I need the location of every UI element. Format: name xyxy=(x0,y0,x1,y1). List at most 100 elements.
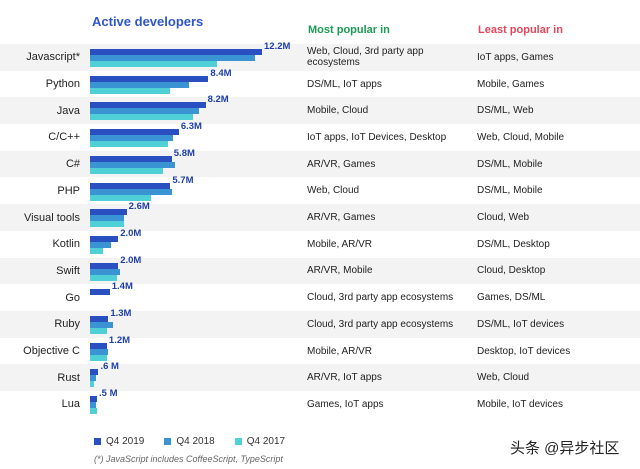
bar xyxy=(90,141,168,148)
category-label: PHP xyxy=(57,184,80,197)
chart-row: Visual tools 2.6M AR/VR, Games Cloud, Web xyxy=(0,201,640,231)
chart-row: Kotlin 2.0M Mobile, AR/VR DS/ML, Desktop xyxy=(0,227,640,258)
value-label: 8.4M xyxy=(210,67,232,79)
least-popular-header: Least popular in xyxy=(478,24,563,36)
most-popular-cell: IoT apps, IoT Devices, Desktop xyxy=(307,131,447,143)
bar xyxy=(90,75,209,82)
category-label: Kotlin xyxy=(52,238,80,251)
most-popular-cell: AR/VR, IoT apps xyxy=(307,372,382,384)
bar xyxy=(90,87,171,94)
category-label: Objective C xyxy=(23,345,80,358)
value-label: 5.7M xyxy=(172,174,194,186)
chart-row: Ruby 1.3M Cloud, 3rd party app ecosystems D… xyxy=(0,308,640,338)
least-popular-cell: DS/ML, Desktop xyxy=(477,238,550,250)
value-label: .6 M xyxy=(100,361,119,373)
bar xyxy=(90,155,172,162)
most-popular-header: Most popular in xyxy=(308,24,390,36)
bar xyxy=(90,129,179,136)
bar xyxy=(90,102,206,109)
value-label: 12.2M xyxy=(264,41,291,52)
bar xyxy=(90,215,124,222)
legend-swatch xyxy=(164,438,172,445)
legend-item: Q4 2018 xyxy=(164,436,215,447)
chart-row: Python 8.4M DS/ML, IoT apps Mobile, Games xyxy=(0,67,640,98)
legend-label: Q4 2017 xyxy=(246,436,286,447)
watermark: 头条 @异步社区 xyxy=(510,440,620,457)
least-popular-cell: DS/ML, IoT devices xyxy=(477,318,565,330)
least-popular-cell: Web, Cloud xyxy=(477,372,530,384)
least-popular-cell: DS/ML, Web xyxy=(477,105,534,117)
legend-label: Q4 2019 xyxy=(106,436,145,447)
legend-swatch xyxy=(234,438,242,445)
bar xyxy=(90,188,172,195)
chart-row: Rust .6 M AR/VR, IoT apps Web, Cloud xyxy=(0,361,640,392)
value-label: 6.3M xyxy=(180,121,202,133)
most-popular-cell: Mobile, Cloud xyxy=(307,105,369,117)
most-popular-cell: AR/VR, Games xyxy=(307,212,376,224)
bar xyxy=(90,161,175,168)
least-popular-cell: Web, Cloud, Mobile xyxy=(477,131,565,143)
footnote: (*) JavaScript includes CoffeeScript, Ty… xyxy=(94,454,283,464)
category-label: Ruby xyxy=(54,318,80,331)
bar xyxy=(90,61,217,67)
bar xyxy=(90,369,99,376)
bar xyxy=(90,289,110,296)
bar xyxy=(90,354,107,361)
chart-row: Objective C 1.2M Mobile, AR/VR Desktop, IoT… xyxy=(0,334,640,365)
value-label: 1.2M xyxy=(108,334,131,346)
most-popular-cell: Web, Cloud, 3rd party app ecosystems xyxy=(307,46,424,69)
bar xyxy=(90,262,119,269)
bar xyxy=(90,55,255,61)
category-label: Javascript* xyxy=(26,51,80,64)
chart-row: Java 8.2M Mobile, Cloud DS/ML, Web xyxy=(0,94,640,125)
bar xyxy=(90,167,164,174)
category-label: C# xyxy=(65,158,80,171)
chart-row: C/C++ 6.3M IoT apps, IoT Devices, Desktop W… xyxy=(0,121,640,151)
bar xyxy=(90,114,193,121)
bar xyxy=(90,328,107,334)
bar xyxy=(90,316,109,322)
category-label: Java xyxy=(56,104,80,117)
bar xyxy=(90,241,112,248)
bar xyxy=(90,322,113,328)
chart-row: Swift 2.0M AR/VR, Mobile Cloud, Desktop xyxy=(0,255,640,285)
chart-row: PHP 5.7M Web, Cloud DS/ML, Mobile xyxy=(0,174,640,205)
most-popular-cell: Games, IoT apps xyxy=(307,398,384,410)
bar xyxy=(90,348,109,355)
chart-title: Active developers xyxy=(92,14,204,29)
legend: Q4 2019 Q4 2018 Q4 2017 xyxy=(94,436,285,447)
category-label: Python xyxy=(45,78,80,91)
bar xyxy=(90,268,120,275)
least-popular-cell: Mobile, Games xyxy=(477,78,545,90)
most-popular-cell: Cloud, 3rd party app ecosystems xyxy=(307,318,454,330)
most-popular-cell: Cloud, 3rd party app ecosystems xyxy=(307,292,454,304)
bar xyxy=(90,396,98,403)
most-popular-cell: AR/VR, Games xyxy=(307,158,376,170)
category-label: Swift xyxy=(56,264,80,277)
value-label: 1.4M xyxy=(111,281,133,293)
bar xyxy=(90,108,199,115)
value-label: 2.0M xyxy=(120,227,142,239)
legend-item: Q4 2017 xyxy=(234,436,286,447)
category-label: C/C++ xyxy=(48,131,80,144)
bar xyxy=(90,209,127,216)
value-label: 2.6M xyxy=(128,201,150,213)
bar xyxy=(90,135,174,142)
bar xyxy=(90,81,189,88)
category-label: Lua xyxy=(61,398,80,411)
category-label: Rust xyxy=(57,371,80,384)
chart-row: Javascript* 12.2M Web, Cloud, 3rd party ap… xyxy=(0,41,640,71)
category-label: Go xyxy=(65,291,80,304)
least-popular-cell: IoT apps, Games xyxy=(477,51,554,63)
least-popular-cell: Games, DS/ML xyxy=(477,292,546,304)
least-popular-cell: Cloud, Web xyxy=(477,212,530,224)
most-popular-cell: Web, Cloud xyxy=(307,185,360,197)
least-popular-cell: Mobile, IoT devices xyxy=(477,398,563,410)
least-popular-cell: DS/ML, Mobile xyxy=(477,185,543,197)
bar xyxy=(90,408,98,415)
most-popular-cell: Mobile, AR/VR xyxy=(307,345,373,357)
value-label: 5.8M xyxy=(173,147,195,159)
least-popular-cell: Cloud, Desktop xyxy=(477,265,546,277)
bar xyxy=(90,402,96,409)
legend-label: Q4 2018 xyxy=(176,436,215,447)
